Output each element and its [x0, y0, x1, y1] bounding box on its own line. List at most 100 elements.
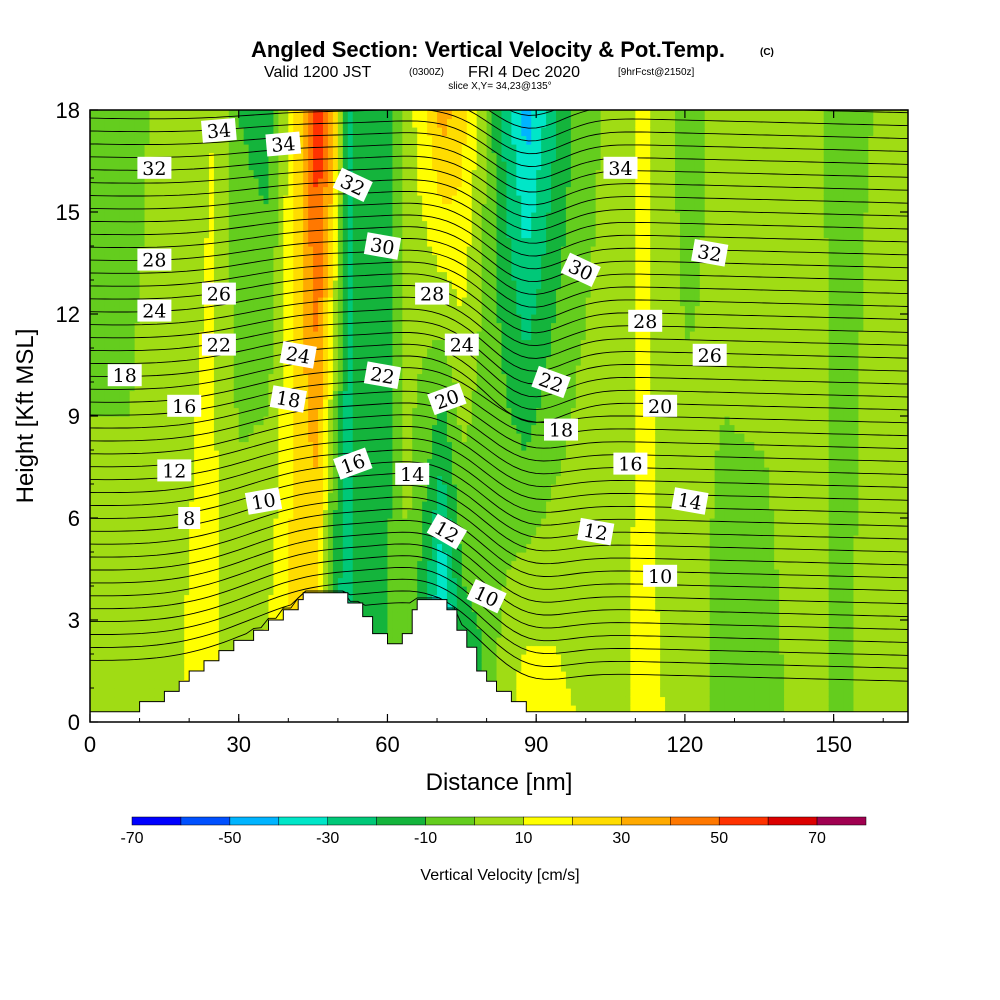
- velocity-cell: [124, 399, 131, 409]
- velocity-cell: [258, 203, 265, 213]
- velocity-cell: [243, 331, 250, 341]
- velocity-cell: [99, 169, 106, 179]
- velocity-cell: [313, 501, 319, 511]
- velocity-cell: [283, 509, 289, 519]
- velocity-cell: [382, 195, 389, 205]
- velocity-cell: [228, 552, 235, 562]
- velocity-cell: [208, 305, 215, 315]
- velocity-cell: [243, 458, 250, 468]
- velocity-cell: [90, 280, 96, 290]
- velocity-cell: [104, 611, 111, 621]
- velocity-cell: [228, 492, 235, 502]
- velocity-cell: [99, 628, 106, 638]
- velocity-cell: [283, 450, 289, 460]
- velocity-cell: [248, 161, 255, 171]
- velocity-cell: [278, 305, 284, 315]
- velocity-cell: [189, 322, 195, 332]
- velocity-cell: [243, 365, 250, 375]
- velocity-cell: [392, 118, 398, 128]
- velocity-cell: [248, 433, 255, 443]
- velocity-cell: [139, 212, 146, 222]
- velocity-cell: [397, 348, 403, 358]
- velocity-cell: [129, 441, 136, 451]
- velocity-cell: [104, 569, 111, 579]
- velocity-cell: [407, 314, 413, 324]
- velocity-cell: [144, 135, 151, 145]
- velocity-cell: [407, 501, 413, 511]
- velocity-cell: [238, 611, 245, 621]
- velocity-cell: [342, 195, 349, 205]
- velocity-cell: [273, 365, 279, 375]
- velocity-cell: [293, 212, 299, 222]
- velocity-cell: [228, 501, 235, 511]
- velocity-cell: [90, 110, 96, 120]
- velocity-cell: [90, 552, 96, 562]
- velocity-cell: [218, 152, 225, 162]
- velocity-cell: [169, 322, 175, 332]
- velocity-cell: [263, 229, 270, 239]
- velocity-cell: [129, 220, 136, 230]
- velocity-cell: [392, 203, 398, 213]
- velocity-cell: [342, 322, 349, 332]
- velocity-cell: [213, 382, 220, 392]
- velocity-cell: [313, 365, 319, 375]
- velocity-cell: [283, 305, 289, 315]
- velocity-cell: [218, 178, 225, 188]
- velocity-cell: [347, 305, 354, 315]
- velocity-cell: [308, 152, 314, 162]
- velocity-cell: [248, 484, 255, 494]
- velocity-cell: [263, 288, 270, 298]
- velocity-cell: [377, 314, 384, 324]
- velocity-cell: [104, 603, 111, 613]
- velocity-cell: [372, 399, 379, 409]
- velocity-cell: [407, 569, 413, 579]
- velocity-cell: [218, 433, 225, 443]
- velocity-cell: [243, 390, 250, 400]
- velocity-cell: [109, 611, 116, 621]
- velocity-cell: [407, 322, 413, 332]
- velocity-cell: [238, 178, 245, 188]
- velocity-cell: [114, 424, 121, 434]
- velocity-cell: [119, 280, 126, 290]
- velocity-cell: [243, 110, 250, 120]
- velocity-cell: [273, 178, 279, 188]
- velocity-cell: [323, 305, 329, 315]
- velocity-cell: [94, 186, 101, 196]
- velocity-cell: [372, 543, 379, 553]
- velocity-cell: [99, 229, 106, 239]
- velocity-cell: [347, 254, 354, 264]
- velocity-cell: [337, 271, 344, 281]
- velocity-cell: [114, 492, 121, 502]
- velocity-cell: [402, 203, 408, 213]
- velocity-cell: [124, 645, 131, 655]
- velocity-cell: [104, 467, 111, 477]
- velocity-cell: [347, 246, 354, 256]
- velocity-cell: [308, 254, 314, 264]
- velocity-cell: [129, 696, 136, 706]
- velocity-cell: [402, 212, 408, 222]
- velocity-cell: [223, 305, 230, 315]
- velocity-cell: [104, 416, 111, 426]
- subtitle-date: FRI 4 Dec 2020: [468, 64, 580, 81]
- velocity-cell: [422, 373, 428, 383]
- velocity-cell: [124, 297, 131, 307]
- velocity-cell: [114, 628, 121, 638]
- velocity-cell: [149, 178, 156, 188]
- velocity-cell: [268, 186, 275, 196]
- velocity-cell: [412, 501, 418, 511]
- velocity-cell: [427, 152, 433, 162]
- velocity-cell: [318, 246, 324, 256]
- velocity-cell: [218, 620, 225, 630]
- velocity-cell: [303, 458, 309, 468]
- velocity-cell: [134, 535, 141, 545]
- velocity-cell: [159, 407, 165, 417]
- velocity-cell: [204, 501, 210, 511]
- velocity-cell: [318, 365, 324, 375]
- velocity-cell: [204, 424, 210, 434]
- velocity-cell: [412, 356, 418, 366]
- velocity-cell: [109, 518, 116, 528]
- velocity-cell: [218, 526, 225, 536]
- velocity-cell: [263, 569, 270, 579]
- velocity-cell: [243, 586, 250, 596]
- velocity-cell: [412, 229, 418, 239]
